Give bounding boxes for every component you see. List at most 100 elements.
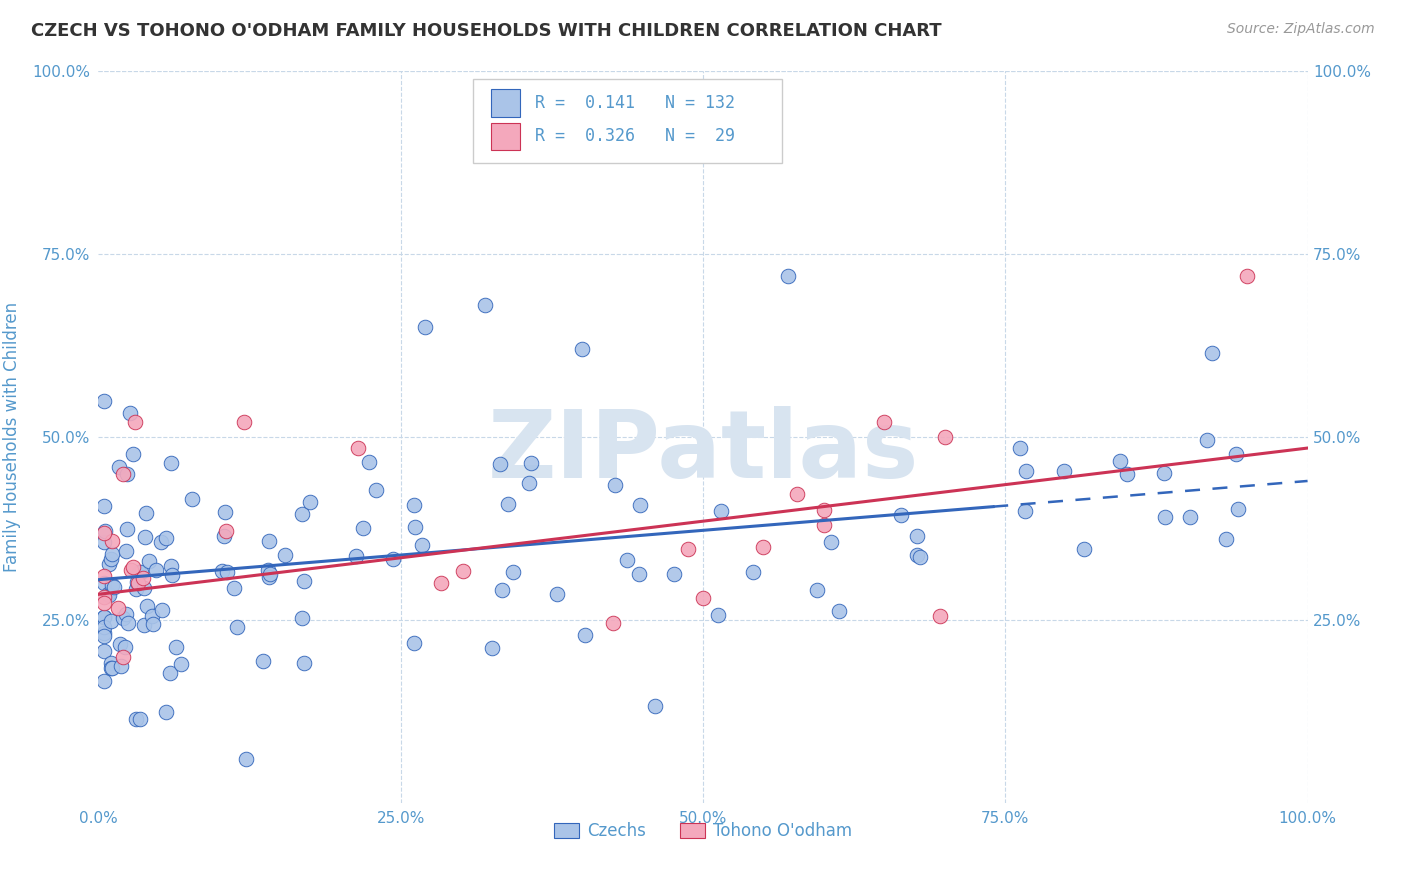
Point <box>1073 542 1095 557</box>
Point <box>101 578 124 592</box>
Point <box>404 636 426 650</box>
Point <box>115 544 138 558</box>
Point <box>93 629 115 643</box>
Point <box>488 457 510 471</box>
Point <box>145 563 167 577</box>
Point <box>100 656 122 670</box>
Point <box>170 657 193 671</box>
Point <box>1052 464 1074 478</box>
Point <box>155 705 177 719</box>
Point <box>786 487 808 501</box>
Point <box>519 456 541 470</box>
Point <box>1015 464 1038 478</box>
Point <box>710 503 733 517</box>
Point <box>929 609 952 624</box>
Point <box>905 549 928 563</box>
Point <box>93 644 115 658</box>
Point <box>225 620 247 634</box>
Point <box>93 610 115 624</box>
Point <box>134 530 156 544</box>
Point <box>93 626 115 640</box>
Point <box>1215 533 1237 547</box>
Point <box>359 455 381 469</box>
Point <box>820 535 842 549</box>
Point <box>93 590 115 604</box>
Point <box>129 565 152 579</box>
Point <box>97 588 120 602</box>
Point <box>257 533 280 548</box>
Point <box>141 609 163 624</box>
Point <box>181 492 204 507</box>
Point <box>481 641 503 656</box>
Point <box>707 608 730 623</box>
Point <box>121 447 143 461</box>
Point <box>138 554 160 568</box>
Point <box>1154 510 1177 524</box>
Point <box>93 596 115 610</box>
Point <box>118 406 141 420</box>
Point <box>1108 454 1130 468</box>
Point <box>413 320 436 334</box>
Point <box>160 456 183 470</box>
Point <box>616 552 638 566</box>
Point <box>1195 434 1218 448</box>
Point <box>404 520 426 534</box>
Point <box>93 674 115 689</box>
Point <box>776 269 799 284</box>
Point <box>662 567 685 582</box>
Point <box>100 551 122 566</box>
Point <box>676 542 699 557</box>
Point <box>114 640 136 655</box>
Point <box>603 477 626 491</box>
Text: ZIPatlas: ZIPatlas <box>488 406 918 498</box>
Legend: Czechs, Tohono O'odham: Czechs, Tohono O'odham <box>547 816 859 847</box>
Point <box>299 495 322 509</box>
Point <box>235 752 257 766</box>
Point <box>291 507 314 521</box>
Point <box>222 581 245 595</box>
Point <box>347 441 370 455</box>
Point <box>155 531 177 545</box>
Point <box>100 661 122 675</box>
Point <box>292 656 315 670</box>
Point <box>100 661 122 675</box>
Point <box>402 498 425 512</box>
Point <box>451 564 474 578</box>
Text: CZECH VS TOHONO O'ODHAM FAMILY HOUSEHOLDS WITH CHILDREN CORRELATION CHART: CZECH VS TOHONO O'ODHAM FAMILY HOUSEHOLD… <box>31 22 942 40</box>
Point <box>100 615 122 629</box>
Text: R =  0.326   N =  29: R = 0.326 N = 29 <box>534 128 735 145</box>
Point <box>97 587 120 601</box>
Point <box>813 503 835 517</box>
Point <box>474 298 496 312</box>
Point <box>111 467 134 481</box>
Point <box>114 607 136 622</box>
Point <box>602 615 624 630</box>
Point <box>93 535 115 549</box>
Point <box>112 611 135 625</box>
Point <box>108 460 131 475</box>
Point <box>127 574 149 589</box>
Point <box>101 533 124 548</box>
Point <box>134 617 156 632</box>
Point <box>813 517 835 532</box>
Point <box>127 576 149 591</box>
Point <box>115 523 138 537</box>
Point <box>1226 502 1249 516</box>
Point <box>93 569 115 583</box>
Point <box>692 591 714 605</box>
Point <box>1225 447 1247 461</box>
Point <box>827 603 849 617</box>
Point <box>93 526 115 541</box>
Point <box>115 467 138 482</box>
Point <box>344 549 367 564</box>
Point <box>93 610 115 624</box>
Point <box>364 483 387 497</box>
Point <box>517 475 540 490</box>
Point <box>644 698 666 713</box>
Point <box>252 654 274 668</box>
Point <box>232 416 254 430</box>
Point <box>142 617 165 632</box>
Point <box>98 558 121 572</box>
Point <box>124 582 146 597</box>
Point <box>212 529 235 543</box>
